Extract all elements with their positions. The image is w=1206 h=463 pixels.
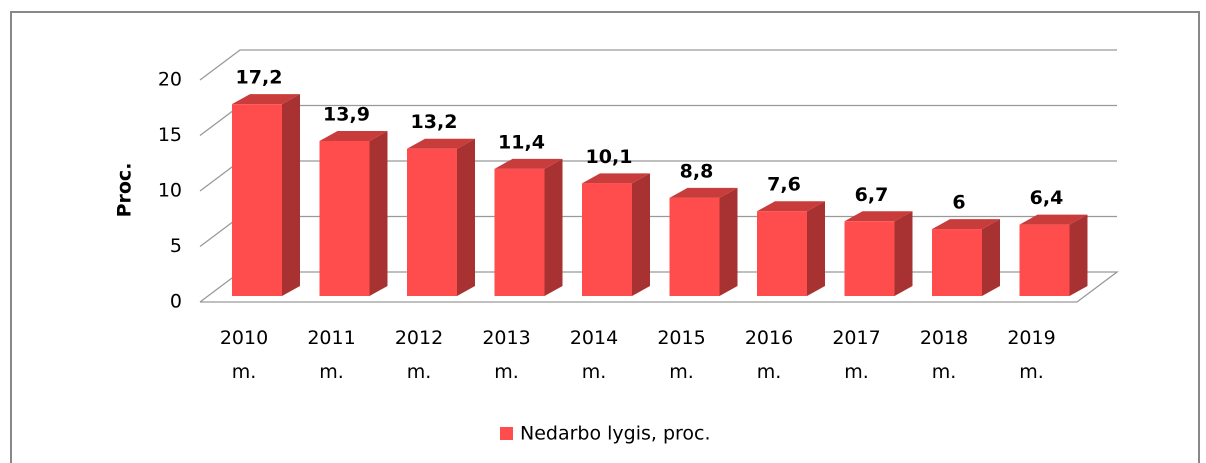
value-label: 7,6 bbox=[767, 174, 801, 196]
bar-side bbox=[894, 211, 913, 296]
grid-line bbox=[199, 49, 1117, 81]
bar-side bbox=[282, 94, 300, 296]
bar-side bbox=[807, 201, 825, 296]
bar-top bbox=[232, 94, 300, 105]
bar bbox=[844, 211, 913, 296]
bar-side bbox=[982, 219, 1000, 296]
bar-top bbox=[319, 130, 388, 141]
bar-top bbox=[669, 187, 738, 198]
bar-side bbox=[369, 130, 388, 296]
value-label: 6,7 bbox=[855, 184, 889, 206]
bar-front bbox=[319, 140, 370, 296]
bar-side bbox=[1069, 214, 1088, 296]
x-tick-label: 2019 m. bbox=[1007, 327, 1055, 383]
bar-top bbox=[582, 173, 650, 184]
value-label: 13,2 bbox=[411, 111, 458, 133]
x-tick-label: 2017 m. bbox=[832, 327, 880, 383]
bar-front bbox=[582, 183, 632, 296]
value-label: 17,2 bbox=[236, 67, 283, 89]
bar-top bbox=[844, 211, 913, 222]
bar bbox=[932, 219, 1000, 296]
bar-front bbox=[932, 229, 982, 296]
y-axis-label: Proc. bbox=[114, 163, 136, 218]
bar-top bbox=[407, 138, 475, 149]
y-tick-label: 5 bbox=[170, 235, 182, 257]
bar bbox=[757, 201, 825, 296]
value-label: 10,1 bbox=[586, 146, 633, 168]
value-label: 6,4 bbox=[1030, 187, 1064, 209]
bar-top bbox=[1019, 214, 1088, 225]
grid-line bbox=[199, 271, 1119, 303]
bar bbox=[232, 94, 300, 296]
y-tick-label: 20 bbox=[158, 69, 182, 91]
bar-front bbox=[494, 168, 545, 296]
bar-side bbox=[632, 173, 650, 296]
value-label: 11,4 bbox=[498, 131, 545, 153]
bar-top bbox=[757, 201, 825, 212]
value-label: 6 bbox=[952, 192, 965, 214]
bar-front bbox=[1019, 224, 1070, 296]
bar-front bbox=[844, 221, 895, 296]
x-tick-label: 2010 m. bbox=[220, 327, 268, 383]
bar-side bbox=[544, 158, 563, 296]
legend-swatch bbox=[500, 427, 513, 440]
bar bbox=[1019, 214, 1088, 296]
x-tick-label: 2015 m. bbox=[657, 327, 705, 383]
bar bbox=[669, 187, 738, 296]
y-tick-label: 10 bbox=[158, 180, 182, 202]
bar-side bbox=[457, 138, 475, 296]
bar bbox=[582, 173, 650, 296]
bar bbox=[319, 130, 388, 296]
bar bbox=[494, 158, 563, 296]
y-tick-label: 0 bbox=[170, 291, 182, 313]
bar-top bbox=[932, 219, 1000, 230]
legend-label: Nedarbo lygis, proc. bbox=[520, 423, 711, 445]
value-label: 13,9 bbox=[323, 103, 370, 125]
bar-front bbox=[407, 148, 457, 296]
x-tick-label: 2012 m. bbox=[395, 327, 443, 383]
y-tick-label: 15 bbox=[158, 124, 182, 146]
bar-side bbox=[719, 187, 738, 296]
bar-front bbox=[757, 211, 807, 296]
x-tick-label: 2013 m. bbox=[482, 327, 530, 383]
bar bbox=[407, 138, 475, 296]
bar-top bbox=[494, 158, 563, 169]
x-tick-label: 2014 m. bbox=[570, 327, 618, 383]
x-tick-label: 2011 m. bbox=[307, 327, 355, 383]
value-label: 8,8 bbox=[680, 160, 714, 182]
x-tick-label: 2016 m. bbox=[745, 327, 793, 383]
x-tick-label: 2018 m. bbox=[920, 327, 968, 383]
bar-front bbox=[232, 104, 282, 296]
bar-front bbox=[669, 197, 720, 296]
